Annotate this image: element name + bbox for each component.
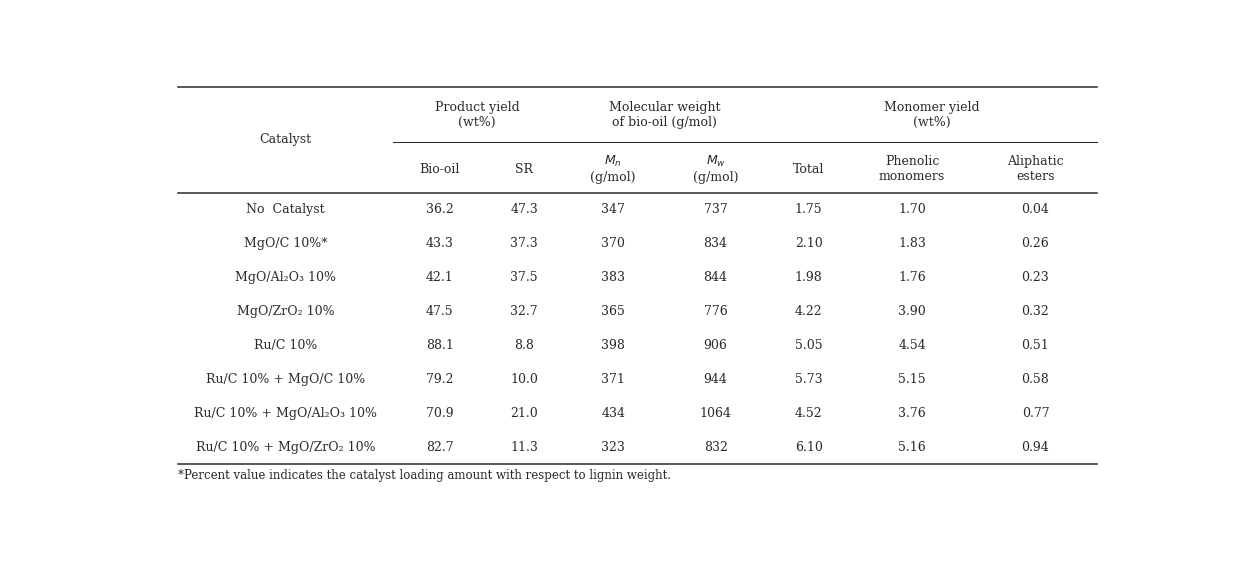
Text: 1.75: 1.75 [795, 203, 823, 216]
Text: 4.22: 4.22 [795, 305, 823, 318]
Text: No  Catalyst: No Catalyst [246, 203, 325, 216]
Text: $M_w$
(g/mol): $M_w$ (g/mol) [693, 154, 739, 185]
Text: 1064: 1064 [699, 407, 731, 420]
Text: 32.7: 32.7 [510, 305, 538, 318]
Text: 79.2: 79.2 [426, 373, 453, 386]
Text: Ru/C 10% + MgO/ZrO₂ 10%: Ru/C 10% + MgO/ZrO₂ 10% [195, 441, 375, 454]
Text: Catalyst: Catalyst [259, 133, 311, 146]
Text: 47.3: 47.3 [510, 203, 538, 216]
Text: 5.05: 5.05 [795, 339, 823, 352]
Text: 0.94: 0.94 [1021, 441, 1050, 454]
Text: MgO/ZrO₂ 10%: MgO/ZrO₂ 10% [237, 305, 335, 318]
Text: 37.3: 37.3 [510, 237, 538, 250]
Text: 8.8: 8.8 [514, 339, 535, 352]
Text: 371: 371 [601, 373, 625, 386]
Text: 0.23: 0.23 [1021, 271, 1050, 284]
Text: Aliphatic
esters: Aliphatic esters [1008, 155, 1063, 184]
Text: 4.52: 4.52 [795, 407, 823, 420]
Text: 1.70: 1.70 [898, 203, 926, 216]
Text: Total: Total [793, 163, 824, 176]
Text: 776: 776 [704, 305, 727, 318]
Text: 434: 434 [601, 407, 625, 420]
Text: 844: 844 [704, 271, 727, 284]
Text: 0.04: 0.04 [1021, 203, 1050, 216]
Text: 834: 834 [704, 237, 727, 250]
Text: Ru/C 10% + MgO/C 10%: Ru/C 10% + MgO/C 10% [206, 373, 366, 386]
Text: 383: 383 [601, 271, 625, 284]
Text: 1.98: 1.98 [795, 271, 823, 284]
Text: 88.1: 88.1 [426, 339, 453, 352]
Text: SR: SR [515, 163, 534, 176]
Text: 42.1: 42.1 [426, 271, 453, 284]
Text: 365: 365 [601, 305, 625, 318]
Text: 43.3: 43.3 [426, 237, 453, 250]
Text: 906: 906 [704, 339, 727, 352]
Text: 70.9: 70.9 [426, 407, 453, 420]
Text: 5.16: 5.16 [898, 441, 926, 454]
Text: 82.7: 82.7 [426, 441, 453, 454]
Text: 10.0: 10.0 [510, 373, 538, 386]
Text: Monomer yield
(wt%): Monomer yield (wt%) [884, 101, 979, 128]
Text: *Percent value indicates the catalyst loading amount with respect to lignin weig: *Percent value indicates the catalyst lo… [178, 470, 672, 482]
Text: 0.32: 0.32 [1021, 305, 1050, 318]
Text: 2.10: 2.10 [795, 237, 823, 250]
Text: 323: 323 [601, 441, 625, 454]
Text: 1.83: 1.83 [898, 237, 926, 250]
Text: 36.2: 36.2 [426, 203, 453, 216]
Text: Product yield
(wt%): Product yield (wt%) [435, 101, 520, 128]
Text: 0.77: 0.77 [1021, 407, 1050, 420]
Text: 21.0: 21.0 [510, 407, 538, 420]
Text: 5.15: 5.15 [898, 373, 926, 386]
Text: Ru/C 10% + MgO/Al₂O₃ 10%: Ru/C 10% + MgO/Al₂O₃ 10% [194, 407, 377, 420]
Text: 37.5: 37.5 [510, 271, 538, 284]
Text: MgO/C 10%*: MgO/C 10%* [243, 237, 327, 250]
Text: 398: 398 [601, 339, 625, 352]
Text: 0.51: 0.51 [1021, 339, 1050, 352]
Text: 1.76: 1.76 [898, 271, 926, 284]
Text: Molecular weight
of bio-oil (g/mol): Molecular weight of bio-oil (g/mol) [609, 101, 720, 128]
Text: 4.54: 4.54 [898, 339, 926, 352]
Text: 370: 370 [601, 237, 625, 250]
Text: 944: 944 [704, 373, 727, 386]
Text: 3.90: 3.90 [898, 305, 926, 318]
Text: 737: 737 [704, 203, 727, 216]
Text: 47.5: 47.5 [426, 305, 453, 318]
Text: 3.76: 3.76 [898, 407, 926, 420]
Text: Bio-oil: Bio-oil [420, 163, 459, 176]
Text: Phenolic
monomers: Phenolic monomers [879, 155, 945, 184]
Text: MgO/Al₂O₃ 10%: MgO/Al₂O₃ 10% [235, 271, 336, 284]
Text: 832: 832 [704, 441, 727, 454]
Text: 0.58: 0.58 [1021, 373, 1050, 386]
Text: 6.10: 6.10 [794, 441, 823, 454]
Text: 5.73: 5.73 [795, 373, 823, 386]
Text: 11.3: 11.3 [510, 441, 538, 454]
Text: $M_n$
(g/mol): $M_n$ (g/mol) [590, 154, 636, 185]
Text: Ru/C 10%: Ru/C 10% [253, 339, 317, 352]
Text: 347: 347 [601, 203, 625, 216]
Text: 0.26: 0.26 [1021, 237, 1050, 250]
